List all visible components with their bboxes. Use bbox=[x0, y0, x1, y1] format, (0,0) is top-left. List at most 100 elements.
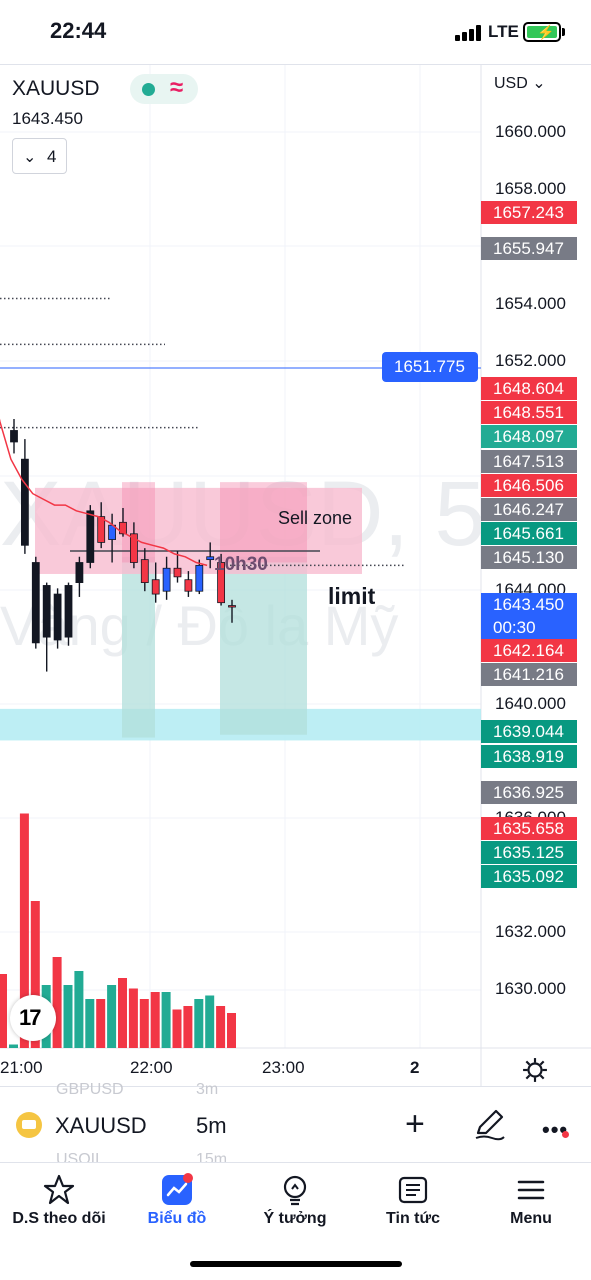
tab-menu[interactable]: Menu bbox=[472, 1163, 590, 1243]
price-badge: 1645.661 bbox=[481, 522, 577, 545]
moving-average-line bbox=[0, 418, 208, 567]
tab-label: D.S theo dõi bbox=[12, 1210, 106, 1227]
price-tick-label: 1652.000 bbox=[495, 351, 566, 370]
star-icon bbox=[43, 1174, 75, 1205]
price-badge: 1643.450 00:30 bbox=[481, 593, 577, 639]
market-status-pill[interactable]: ≈ bbox=[130, 74, 198, 104]
bottom-tab-bar: D.S theo dõi Biểu đồ Ý tưởng Tin tức Menu bbox=[0, 1162, 591, 1280]
time-axis[interactable]: 21:00 22:00 23:00 2 bbox=[0, 1048, 481, 1087]
volume-bar bbox=[118, 978, 127, 1048]
price-badge: 1646.247 bbox=[481, 498, 577, 521]
add-icon[interactable]: + bbox=[405, 1105, 425, 1143]
volume-bar bbox=[0, 974, 7, 1048]
time-tick-label: 21:00 bbox=[0, 1058, 43, 1077]
price-badge: 1657.243 bbox=[481, 201, 577, 224]
price-badge: 1641.216 bbox=[481, 663, 577, 686]
tab-label: Menu bbox=[510, 1210, 552, 1227]
tab-label: Tin tức bbox=[386, 1210, 440, 1227]
candle-body bbox=[184, 579, 193, 592]
candle-body bbox=[129, 533, 138, 563]
menu-icon bbox=[517, 1180, 545, 1200]
drawing-pen-icon[interactable] bbox=[472, 1107, 506, 1141]
more-options-icon[interactable]: ••• bbox=[542, 1117, 569, 1142]
tradingview-logo[interactable]: 17 bbox=[10, 995, 56, 1041]
candle-body bbox=[162, 567, 171, 592]
sell-zone-box bbox=[35, 487, 362, 574]
candle-body bbox=[228, 605, 236, 608]
tab-label: Biểu đồ bbox=[147, 1210, 207, 1227]
ghost-symbol-top: GBPUSD bbox=[56, 1081, 124, 1098]
sell-zone-label: Sell zone bbox=[278, 508, 352, 528]
news-icon bbox=[398, 1176, 428, 1204]
candle-body bbox=[64, 585, 73, 638]
volume-bar bbox=[139, 999, 149, 1048]
volume-bar bbox=[74, 971, 84, 1048]
candle-body bbox=[140, 559, 149, 583]
candle-body bbox=[42, 585, 51, 638]
price-badge: 1648.604 bbox=[481, 377, 577, 400]
lightbulb-icon bbox=[283, 1175, 307, 1206]
volume-bar bbox=[63, 985, 73, 1048]
price-badge: 1636.925 bbox=[481, 781, 577, 804]
volume-bar bbox=[52, 957, 62, 1048]
volume-bar bbox=[19, 813, 29, 1048]
sell-zone-inner bbox=[122, 482, 155, 563]
price-tick-label: 1660.000 bbox=[495, 122, 566, 141]
tab-chart[interactable]: Biểu đồ bbox=[118, 1163, 236, 1243]
current-price-value: 1643.450 bbox=[493, 595, 564, 614]
candle-body bbox=[119, 521, 127, 535]
chevron-down-icon: ⌄ bbox=[23, 149, 37, 166]
settings-gear-icon[interactable] bbox=[522, 1057, 548, 1083]
indicators-collapse-button[interactable]: ⌄ 4 bbox=[12, 138, 67, 174]
currency-selector[interactable]: USD ⌄ bbox=[494, 73, 546, 93]
price-badge: 1639.044 bbox=[481, 720, 577, 743]
candle-body bbox=[53, 593, 62, 641]
candle-body bbox=[10, 430, 18, 443]
price-badge: 1635.125 bbox=[481, 841, 577, 864]
status-time: 22:44 bbox=[50, 18, 107, 43]
time-note-label: 10h30 bbox=[214, 554, 268, 575]
chart-icon bbox=[162, 1173, 193, 1205]
price-tick-label: 1632.000 bbox=[495, 922, 566, 941]
candle-body bbox=[75, 562, 84, 583]
battery-icon: ⚡ bbox=[523, 22, 565, 42]
interval-button[interactable]: 5m bbox=[196, 1113, 227, 1138]
price-tick-label: 1654.000 bbox=[495, 294, 566, 313]
bar-countdown: 00:30 bbox=[493, 618, 536, 637]
chevron-down-icon: ⌄ bbox=[532, 75, 546, 92]
gold-symbol-icon bbox=[16, 1112, 42, 1138]
tab-star[interactable]: D.S theo dõi bbox=[0, 1163, 118, 1243]
volume-bar bbox=[172, 1009, 182, 1048]
delay-wave-icon: ≈ bbox=[170, 74, 184, 101]
volume-bar bbox=[194, 999, 204, 1048]
time-tick-label: 2 bbox=[410, 1058, 420, 1077]
price-badge: 1635.092 bbox=[481, 865, 577, 888]
tab-label: Ý tưởng bbox=[263, 1210, 327, 1227]
candle-body bbox=[151, 579, 160, 595]
candle-body bbox=[97, 516, 106, 543]
candle-body bbox=[217, 562, 226, 604]
position-target-box bbox=[122, 556, 155, 738]
legend-symbol[interactable]: XAUUSD bbox=[12, 77, 100, 100]
symbol-search-button[interactable]: XAUUSD bbox=[55, 1113, 147, 1138]
market-open-icon bbox=[142, 83, 155, 96]
price-tick-label: 1630.000 bbox=[495, 979, 566, 998]
volume-bar bbox=[30, 901, 40, 1048]
price-tick-label: 1640.000 bbox=[495, 694, 566, 713]
price-badge: 1648.097 bbox=[481, 425, 577, 448]
price-badge: 1655.947 bbox=[481, 237, 577, 260]
tab-lightbulb[interactable]: Ý tưởng bbox=[236, 1163, 354, 1243]
network-label: LTE bbox=[488, 22, 519, 41]
candle-body bbox=[86, 510, 95, 563]
tab-news[interactable]: Tin tức bbox=[354, 1163, 472, 1243]
price-badge: 1646.506 bbox=[481, 474, 577, 497]
price-badge: 1635.658 bbox=[481, 817, 577, 840]
price-badge: 1647.513 bbox=[481, 450, 577, 473]
position-target-box bbox=[220, 556, 307, 735]
candle-body bbox=[31, 562, 40, 644]
volume-bar bbox=[161, 992, 171, 1048]
candle-body bbox=[173, 567, 182, 578]
status-bar: 22:44 LTE ⚡ bbox=[0, 0, 591, 64]
